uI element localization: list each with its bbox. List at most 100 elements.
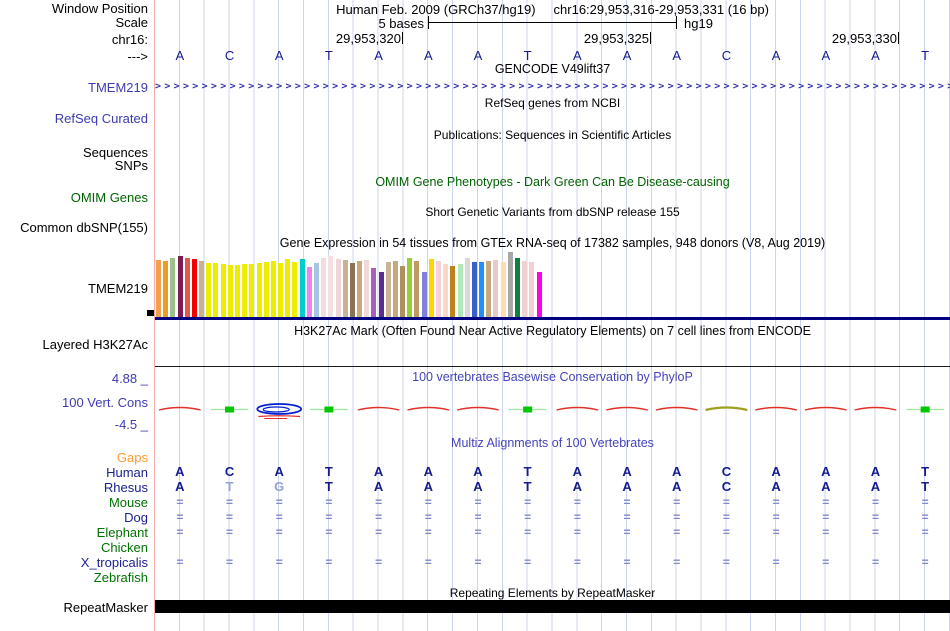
- multiz-species-label[interactable]: Elephant: [96, 525, 148, 540]
- gtex-tissue-bar[interactable]: [199, 261, 205, 318]
- gaps-row-label[interactable]: Gaps: [116, 450, 148, 465]
- h3k27ac-track-title[interactable]: H3K27Ac Mark (Often Found Near Active Re…: [294, 324, 811, 338]
- alignment-cell: =: [226, 495, 234, 509]
- alignment-cell: T: [921, 479, 930, 494]
- alignment-cell: =: [573, 495, 581, 509]
- gtex-tissue-bar[interactable]: [156, 260, 161, 318]
- gtex-tissue-bar[interactable]: [292, 262, 298, 318]
- gtex-tissue-bar[interactable]: [206, 263, 212, 318]
- repeatmasker-track-title[interactable]: Repeating Elements by RepeatMasker: [449, 586, 656, 600]
- gtex-tissue-bar[interactable]: [328, 256, 334, 318]
- gtex-tissue-bar[interactable]: [191, 259, 197, 318]
- gtex-tissue-bar[interactable]: [364, 260, 370, 318]
- phylop-track-title[interactable]: 100 vertebrates Basewise Conservation by…: [412, 370, 693, 384]
- dbsnp-track-title[interactable]: Short Genetic Variants from dbSNP releas…: [425, 205, 680, 219]
- gtex-tissue-bar[interactable]: [278, 263, 284, 318]
- gtex-tissue-bar[interactable]: [443, 264, 449, 318]
- gtex-tissue-bar[interactable]: [479, 262, 485, 318]
- gtex-tissue-bar[interactable]: [163, 261, 169, 318]
- gtex-tissue-bar[interactable]: [407, 258, 413, 318]
- gtex-tissue-bar[interactable]: [371, 268, 377, 318]
- repeatmasker-label[interactable]: RepeatMasker: [63, 600, 148, 615]
- gtex-tissue-bar[interactable]: [536, 272, 542, 318]
- multiz-species-label[interactable]: X_tropicalis: [80, 555, 148, 570]
- gtex-tissue-bar[interactable]: [270, 261, 276, 318]
- gtex-gene-label[interactable]: TMEM219: [88, 281, 148, 296]
- snps-label[interactable]: SNPs: [114, 158, 148, 173]
- multiz-species-label[interactable]: Rhesus: [103, 480, 148, 495]
- h3k27ac-label[interactable]: Layered H3K27Ac: [42, 337, 148, 352]
- alignment-cell: =: [573, 510, 581, 524]
- gtex-tissue-bar[interactable]: [306, 267, 312, 318]
- gtex-tissue-bar[interactable]: [170, 258, 176, 318]
- alignment-cell: =: [226, 555, 234, 569]
- gtex-tissue-bar[interactable]: [263, 262, 269, 318]
- alignment-cell: A: [373, 479, 384, 494]
- gtex-tissue-bar[interactable]: [256, 263, 262, 318]
- gtex-tissue-bar[interactable]: [515, 258, 520, 318]
- gtex-tissue-bar[interactable]: [400, 266, 406, 318]
- gtex-tissue-bar[interactable]: [299, 259, 305, 318]
- gtex-tissue-bar[interactable]: [507, 252, 513, 318]
- alignment-cell: T: [523, 479, 532, 494]
- gtex-tissue-bar[interactable]: [220, 264, 226, 318]
- gtex-tissue-bar[interactable]: [414, 261, 420, 318]
- multiz-track-title[interactable]: Multiz Alignments of 100 Vertebrates: [451, 436, 654, 450]
- gtex-tissue-bar[interactable]: [242, 264, 248, 318]
- gtex-tissue-bar[interactable]: [321, 258, 327, 318]
- gtex-tissue-bar[interactable]: [421, 272, 427, 318]
- refseq-track-title[interactable]: RefSeq genes from NCBI: [484, 96, 621, 110]
- gtex-tissue-bar[interactable]: [184, 258, 190, 318]
- gtex-tissue-bar[interactable]: [213, 263, 219, 318]
- gtex-tissue-bar[interactable]: [493, 260, 499, 318]
- gtex-tissue-bar[interactable]: [177, 256, 183, 318]
- gtex-tissue-bar[interactable]: [450, 266, 456, 318]
- multiz-species-label[interactable]: Dog: [124, 510, 148, 525]
- gtex-tissue-bar[interactable]: [227, 265, 233, 318]
- gtex-tissue-bar[interactable]: [313, 263, 319, 318]
- gtex-tissue-bar[interactable]: [285, 259, 291, 318]
- gencode-gene-label[interactable]: TMEM219: [88, 80, 148, 95]
- gtex-tissue-bar[interactable]: [436, 261, 442, 318]
- gtex-tissue-bar[interactable]: [234, 265, 240, 318]
- multiz-species-label[interactable]: Chicken: [101, 540, 148, 555]
- tmem219-gene-arrows[interactable]: >>>>>>>>>>>>>>>>>>>>>>>>>>>>>>>>>>>>>>>>…: [155, 81, 950, 92]
- multiz-species-label[interactable]: Zebrafish: [93, 570, 148, 585]
- multiz-species-label[interactable]: Mouse: [108, 495, 148, 510]
- gtex-tissue-bar[interactable]: [357, 261, 363, 318]
- multiz-row-mouse: = = = = = = = = = = = = = = = =: [0, 495, 950, 510]
- gtex-tissue-bar[interactable]: [392, 261, 398, 318]
- gtex-tissue-bar[interactable]: [349, 263, 355, 318]
- gtex-tissue-bar[interactable]: [457, 264, 463, 318]
- gtex-tissue-bar[interactable]: [486, 261, 492, 318]
- gtex-tissue-bar[interactable]: [378, 272, 384, 318]
- alignment-cell: =: [176, 495, 184, 509]
- publications-track-title[interactable]: Publications: Sequences in Scientific Ar…: [433, 128, 672, 142]
- gtex-tissue-bar[interactable]: [500, 262, 506, 318]
- gtex-tissue-bar[interactable]: [529, 262, 535, 318]
- sequences-label[interactable]: Sequences: [82, 145, 148, 160]
- gtex-tissue-bar[interactable]: [522, 261, 528, 318]
- gtex-tissue-bar[interactable]: [471, 262, 477, 318]
- multiz-species-label[interactable]: Human: [106, 465, 148, 480]
- phylop-track-label[interactable]: 100 Vert. Cons: [62, 395, 148, 410]
- gtex-track-title[interactable]: Gene Expression in 54 tissues from GTEx …: [279, 236, 826, 250]
- gtex-tissue-bar[interactable]: [335, 259, 341, 318]
- refseq-curated-label[interactable]: RefSeq Curated: [54, 111, 148, 126]
- red-conservation-arc: [755, 406, 798, 411]
- gencode-track-title[interactable]: GENCODE V49lift37: [494, 62, 611, 76]
- dbsnp-label[interactable]: Common dbSNP(155): [20, 220, 148, 235]
- phylop-wiggle[interactable]: [155, 398, 950, 424]
- repeatmasker-element-bar[interactable]: [155, 600, 950, 613]
- gtex-tissue-bar[interactable]: [249, 264, 255, 318]
- omim-genes-label[interactable]: OMIM Genes: [70, 190, 148, 205]
- gtex-tissue-bar[interactable]: [428, 259, 434, 318]
- range-text: chr16:29,953,316-29,953,331 (16 bp): [553, 2, 769, 17]
- phylop-min-value: -4.5 _: [114, 417, 148, 432]
- gtex-tissue-bar[interactable]: [464, 258, 470, 318]
- gtex-tissue-bar[interactable]: [385, 262, 391, 318]
- gtex-tissue-bar[interactable]: [342, 260, 348, 318]
- omim-track-title[interactable]: OMIM Gene Phenotypes - Dark Green Can Be…: [375, 175, 730, 189]
